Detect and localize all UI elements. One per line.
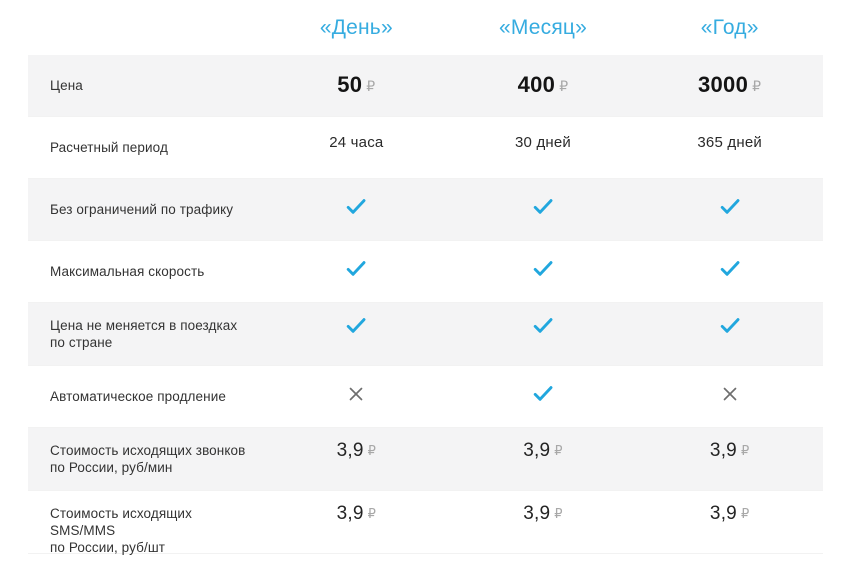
- table-row: Автоматическое продление: [28, 366, 823, 428]
- rate-day: 3,9 ₽: [263, 491, 450, 525]
- feature-check-year: [636, 179, 823, 223]
- rate-year: 3,9 ₽: [636, 428, 823, 462]
- ruble-currency-icon: ₽: [554, 443, 563, 458]
- amount-value: 3,9 ₽: [709, 440, 750, 461]
- amount-value: 3,9 ₽: [709, 503, 750, 524]
- ruble-currency-icon: ₽: [740, 443, 750, 458]
- feature-label-line1: Цена не меняется в поездках: [50, 318, 238, 333]
- amount-value: 3,9 ₽: [523, 440, 563, 461]
- table-row: Цена 50 ₽ 400 ₽ 3000 ₽: [28, 55, 823, 117]
- plan-title-year[interactable]: «Год»: [700, 15, 759, 39]
- plan-title-day[interactable]: «День»: [319, 15, 393, 39]
- feature-cross-day: [263, 366, 450, 410]
- feature-check-month: [450, 241, 637, 285]
- comparison-table: Цена 50 ₽ 400 ₽ 3000 ₽ Расчетный период 24 часа 3…: [28, 55, 823, 556]
- price-year: 3000 ₽: [636, 55, 823, 98]
- ruble-currency-icon: ₽: [740, 506, 750, 521]
- feature-check-month: [450, 303, 637, 342]
- ruble-currency-icon: ₽: [559, 78, 569, 94]
- feature-label-line1: Автоматическое продление: [50, 389, 226, 404]
- plan-title-month[interactable]: «Месяц»: [498, 15, 588, 39]
- check-icon: [719, 196, 741, 218]
- rate-day: 3,9 ₽: [263, 428, 450, 462]
- amount-value: 50 ₽: [337, 72, 376, 97]
- plan-header-row: «День» «Месяц» «Год»: [28, 0, 823, 55]
- feature-label: Стоимость исходящих SMS/MMS по России, ру…: [28, 491, 263, 556]
- table-row: Без ограничений по трафику: [28, 179, 823, 241]
- feature-label-line1: Цена: [50, 78, 83, 93]
- feature-check-day: [263, 241, 450, 285]
- feature-label: Цена не меняется в поездках по стране: [28, 303, 263, 351]
- check-icon: [719, 315, 741, 337]
- amount-value: 3000 ₽: [697, 72, 762, 97]
- rate-year: 3,9 ₽: [636, 491, 823, 525]
- check-icon: [532, 196, 554, 218]
- feature-label-line1: Максимальная скорость: [50, 264, 205, 279]
- ruble-currency-icon: ₽: [367, 506, 377, 521]
- check-icon: [532, 315, 554, 337]
- feature-label: Стоимость исходящих звонков по России, ру…: [28, 428, 263, 476]
- price-month: 400 ₽: [450, 55, 637, 98]
- feature-label-line1: Без ограничений по трафику: [50, 202, 234, 217]
- feature-label-line1: Стоимость исходящих звонков: [50, 443, 246, 458]
- rate-month: 3,9 ₽: [450, 491, 637, 525]
- cross-icon: [719, 383, 741, 405]
- feature-label-line2: по стране: [50, 335, 113, 350]
- feature-check-month: [450, 366, 637, 410]
- amount-value: 3,9 ₽: [336, 440, 377, 461]
- period-value: 365 дней: [697, 134, 762, 151]
- period-month: 30 дней: [450, 117, 637, 152]
- amount-value: 3,9 ₽: [336, 503, 377, 524]
- feature-label-line1: Расчетный период: [50, 140, 168, 155]
- table-row: Цена не меняется в поездках по стране: [28, 303, 823, 366]
- period-year: 365 дней: [636, 117, 823, 152]
- feature-label: Автоматическое продление: [28, 366, 263, 405]
- check-icon: [532, 258, 554, 280]
- feature-cross-year: [636, 366, 823, 410]
- ruble-currency-icon: ₽: [366, 78, 376, 94]
- feature-label-line1: Стоимость исходящих SMS/MMS: [50, 506, 192, 538]
- table-row: Максимальная скорость: [28, 241, 823, 303]
- feature-label: Без ограничений по трафику: [28, 179, 263, 218]
- table-row: Стоимость исходящих SMS/MMS по России, ру…: [28, 491, 823, 556]
- feature-check-year: [636, 303, 823, 342]
- period-day: 24 часа: [263, 117, 450, 152]
- table-row: Стоимость исходящих звонков по России, ру…: [28, 428, 823, 491]
- check-icon: [345, 315, 367, 337]
- period-value: 24 часа: [329, 134, 384, 151]
- feature-check-year: [636, 241, 823, 285]
- price-day: 50 ₽: [263, 55, 450, 98]
- check-icon: [345, 258, 367, 280]
- ruble-currency-icon: ₽: [367, 443, 377, 458]
- check-icon: [345, 196, 367, 218]
- feature-label-line2: по России, руб/мин: [50, 460, 173, 475]
- feature-check-day: [263, 179, 450, 223]
- cross-icon: [345, 383, 367, 405]
- feature-label: Максимальная скорость: [28, 241, 263, 280]
- feature-label: Цена: [28, 55, 263, 94]
- amount-value: 400 ₽: [517, 72, 569, 97]
- table-row: Расчетный период 24 часа 30 дней 365 дней: [28, 117, 823, 179]
- check-icon: [532, 383, 554, 405]
- rate-month: 3,9 ₽: [450, 428, 637, 462]
- feature-check-month: [450, 179, 637, 223]
- feature-label: Расчетный период: [28, 117, 263, 156]
- period-value: 30 дней: [515, 134, 572, 151]
- amount-value: 3,9 ₽: [523, 503, 563, 524]
- check-icon: [719, 258, 741, 280]
- feature-check-day: [263, 303, 450, 342]
- ruble-currency-icon: ₽: [752, 78, 762, 94]
- feature-label-line2: по России, руб/шт: [50, 540, 166, 555]
- ruble-currency-icon: ₽: [554, 506, 563, 521]
